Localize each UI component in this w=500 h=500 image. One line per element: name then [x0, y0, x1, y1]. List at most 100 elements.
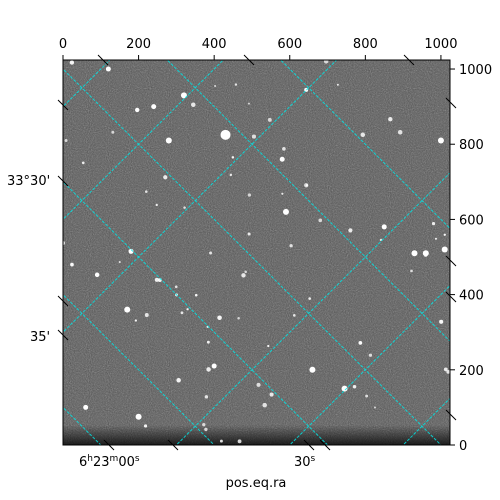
world-ticks: [57, 54, 457, 451]
bright-star-14: [282, 208, 289, 215]
star-66: [94, 272, 100, 278]
bright-star-1: [165, 137, 172, 144]
bright-star-13: [279, 156, 285, 162]
bright-star-5: [411, 250, 418, 257]
grid-line-3: [166, 60, 450, 342]
star-52: [194, 293, 198, 297]
grid-line-2: [63, 293, 215, 445]
right-tick-label-4: 800: [459, 138, 484, 153]
right-tick-label-5: 1000: [459, 63, 492, 78]
star-49: [431, 222, 436, 226]
bright-star-8: [180, 92, 187, 99]
star-21: [241, 273, 246, 278]
grid-line-5: [63, 406, 102, 445]
top-tick-label-2: 400: [202, 37, 227, 52]
star-72: [154, 277, 159, 282]
star-57: [209, 251, 213, 255]
bright-star-2: [124, 306, 131, 313]
star-8: [69, 60, 75, 65]
star-63: [247, 232, 251, 236]
top-tick-label-0: 0: [59, 37, 67, 52]
star-6: [269, 392, 274, 397]
star-60: [70, 262, 74, 267]
star-75: [155, 203, 158, 207]
star-2: [267, 344, 270, 348]
bright-star-9: [135, 413, 142, 420]
grid-line-9: [175, 172, 450, 445]
star-18: [308, 297, 312, 300]
bright-star-16: [437, 137, 444, 144]
top-tick-label-5: 1000: [424, 37, 457, 52]
star-50: [424, 253, 428, 257]
star-54: [305, 184, 309, 187]
star-59: [81, 161, 85, 165]
star-5: [267, 117, 272, 122]
star-4: [134, 319, 137, 322]
star-47: [256, 382, 261, 387]
right-tick-label-3: 600: [459, 213, 484, 228]
grid-line-1: [63, 181, 329, 445]
x-axis-label: pos.eq.ra: [226, 476, 287, 491]
bright-star-18: [151, 104, 157, 110]
top-tick-label-3: 600: [277, 37, 302, 52]
stars-layer: [63, 60, 459, 444]
star-42: [368, 353, 373, 357]
star-28: [174, 285, 178, 289]
star-14: [229, 173, 233, 177]
plot-frame: [62, 59, 451, 446]
star-51: [352, 385, 357, 389]
bright-star-15: [381, 224, 387, 230]
star-17: [373, 406, 376, 409]
star-26: [237, 439, 242, 444]
star-58: [388, 117, 393, 122]
star-67: [217, 315, 222, 321]
star-34: [443, 367, 448, 372]
star-1: [206, 367, 211, 372]
grid-line-7: [63, 60, 224, 221]
star-9: [282, 147, 286, 151]
star-16: [231, 156, 235, 159]
star-76: [204, 395, 209, 399]
star-3: [410, 269, 413, 273]
ra-label-2: 30s: [294, 454, 316, 470]
bright-star-7: [341, 385, 348, 392]
star-65: [360, 132, 366, 138]
bright-star-19: [105, 66, 111, 72]
star-24: [180, 311, 184, 315]
star-53: [247, 193, 252, 197]
bright-star-12: [83, 404, 89, 410]
star-12: [237, 316, 240, 320]
star-25: [281, 192, 284, 195]
grid-line-6: [63, 60, 338, 333]
bright-star-0: [220, 129, 231, 140]
star-48: [144, 313, 149, 317]
star-74: [144, 190, 148, 193]
right-tick-label-2: 400: [459, 289, 484, 304]
star-62: [247, 102, 250, 105]
star-15: [446, 369, 450, 374]
ra-label-1: 6h23m00s: [79, 454, 140, 470]
star-55: [143, 424, 148, 428]
bright-star-6: [309, 366, 316, 373]
star-79: [64, 139, 68, 143]
star-70: [118, 260, 121, 264]
top-axis: 0 200 400 600 800 1000: [59, 37, 457, 60]
star-78: [163, 175, 168, 180]
bright-star-17: [453, 333, 459, 339]
star-56: [434, 237, 438, 240]
star-73: [251, 134, 256, 139]
bright-star-4: [441, 246, 448, 253]
top-tick-label-4: 800: [353, 37, 378, 52]
star-41: [135, 107, 140, 113]
grid-line-10: [289, 284, 450, 445]
star-45: [323, 60, 329, 64]
star-20: [358, 340, 363, 345]
star-23: [348, 228, 353, 233]
star-27: [234, 83, 238, 86]
dec-label-1: 33°30': [7, 174, 50, 189]
star-64: [318, 218, 323, 223]
